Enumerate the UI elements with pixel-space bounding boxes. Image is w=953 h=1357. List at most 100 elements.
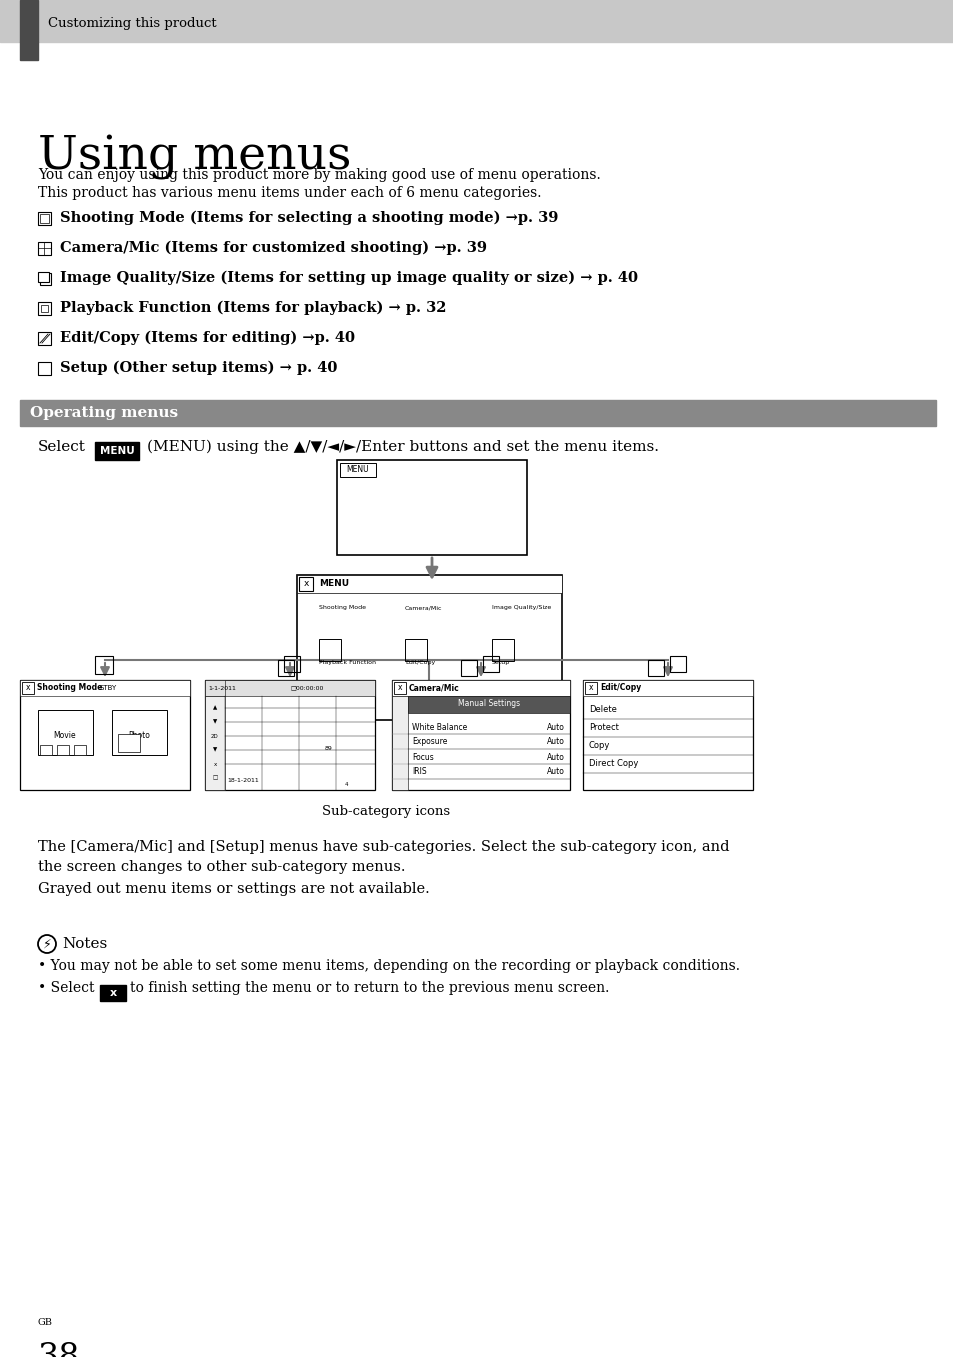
Text: Camera/Mic: Camera/Mic xyxy=(405,605,442,611)
Text: MENU: MENU xyxy=(346,465,369,475)
Text: • Select: • Select xyxy=(38,981,99,995)
Bar xyxy=(296,575,561,593)
Text: 4: 4 xyxy=(345,783,348,787)
Bar xyxy=(40,273,51,285)
Bar xyxy=(38,242,51,255)
Text: Manual Settings: Manual Settings xyxy=(457,699,519,708)
Text: Operating menus: Operating menus xyxy=(30,406,178,421)
Text: x: x xyxy=(588,684,593,692)
Text: x: x xyxy=(213,761,216,767)
Text: Direct Copy: Direct Copy xyxy=(588,760,638,768)
Text: ▼: ▼ xyxy=(213,719,217,725)
Bar xyxy=(336,460,526,555)
Bar xyxy=(394,683,406,693)
Text: Setup (Other setup items) → p. 40: Setup (Other setup items) → p. 40 xyxy=(60,361,337,375)
Bar xyxy=(647,660,663,676)
Bar xyxy=(460,660,476,676)
Text: Playback Function (Items for playback) → p. 32: Playback Function (Items for playback) →… xyxy=(60,301,446,315)
Bar xyxy=(40,214,49,223)
Bar xyxy=(22,683,34,693)
Bar xyxy=(41,305,48,312)
Bar xyxy=(205,680,375,696)
Bar xyxy=(318,639,340,661)
Text: • You may not be able to set some menu items, depending on the recording or play: • You may not be able to set some menu i… xyxy=(38,959,740,973)
Bar xyxy=(339,463,375,478)
Text: Shooting Mode: Shooting Mode xyxy=(318,605,366,611)
Text: x: x xyxy=(26,684,30,692)
Text: Edit/Copy: Edit/Copy xyxy=(599,684,640,692)
Text: White Balance: White Balance xyxy=(412,722,467,731)
Bar xyxy=(296,575,561,721)
Bar xyxy=(482,655,498,672)
Bar xyxy=(38,332,51,345)
Bar xyxy=(405,691,427,712)
Text: Copy: Copy xyxy=(588,741,610,750)
Bar xyxy=(38,303,51,315)
Text: Camera/Mic (Items for customized shooting) →p. 39: Camera/Mic (Items for customized shootin… xyxy=(60,240,486,255)
Text: the screen changes to other sub-category menus.: the screen changes to other sub-category… xyxy=(38,860,405,874)
Text: Camera/Mic: Camera/Mic xyxy=(409,684,459,692)
Text: Photo: Photo xyxy=(128,730,150,740)
Text: x: x xyxy=(303,579,309,589)
Bar xyxy=(38,271,49,282)
Bar xyxy=(100,985,126,1001)
Bar xyxy=(669,655,685,672)
Text: Grayed out menu items or settings are not available.: Grayed out menu items or settings are no… xyxy=(38,882,429,896)
Text: Image Quality/Size: Image Quality/Size xyxy=(492,605,551,611)
Bar xyxy=(20,680,190,790)
Text: This product has various menu items under each of 6 menu categories.: This product has various menu items unde… xyxy=(38,186,541,199)
Text: ▲: ▲ xyxy=(213,706,217,711)
Bar xyxy=(277,660,294,676)
Text: ▼: ▼ xyxy=(213,748,217,753)
Text: Delete: Delete xyxy=(588,706,617,715)
Bar xyxy=(95,442,139,460)
Text: Sub-category icons: Sub-category icons xyxy=(322,805,450,818)
Text: Auto: Auto xyxy=(547,737,564,746)
Bar xyxy=(74,745,86,754)
Bar xyxy=(318,691,340,712)
Bar xyxy=(582,680,752,696)
Bar xyxy=(205,696,225,790)
Bar xyxy=(205,680,225,696)
Text: Edit/Copy (Items for editing) →p. 40: Edit/Copy (Items for editing) →p. 40 xyxy=(60,331,355,345)
Bar xyxy=(205,680,375,790)
Bar xyxy=(112,710,167,754)
Text: to finish setting the menu or to return to the previous menu screen.: to finish setting the menu or to return … xyxy=(130,981,609,995)
Text: Using menus: Using menus xyxy=(38,134,351,180)
Text: Playback Function: Playback Function xyxy=(318,660,375,665)
Text: Auto: Auto xyxy=(547,768,564,776)
Text: Setup: Setup xyxy=(492,660,510,665)
Text: x: x xyxy=(110,988,116,997)
Text: (MENU) using the ▲/▼/◄/►/Enter buttons and set the menu items.: (MENU) using the ▲/▼/◄/►/Enter buttons a… xyxy=(147,440,659,455)
Text: Shooting Mode (Items for selecting a shooting mode) →p. 39: Shooting Mode (Items for selecting a sho… xyxy=(60,210,558,225)
Bar xyxy=(492,639,514,661)
Bar xyxy=(392,696,408,790)
Text: Edit/Copy: Edit/Copy xyxy=(405,660,435,665)
Bar xyxy=(582,680,752,790)
Text: 2D: 2D xyxy=(211,734,218,738)
Bar xyxy=(95,655,112,674)
Bar xyxy=(38,710,92,754)
Text: Shooting Mode: Shooting Mode xyxy=(37,684,102,692)
Text: x: x xyxy=(397,684,402,692)
Text: Protect: Protect xyxy=(588,723,618,733)
Text: 89: 89 xyxy=(325,746,333,750)
Text: Auto: Auto xyxy=(547,722,564,731)
Text: Movie: Movie xyxy=(53,730,76,740)
Text: Notes: Notes xyxy=(62,936,107,951)
Bar xyxy=(492,691,514,712)
Text: □00:00:00: □00:00:00 xyxy=(290,685,323,691)
Bar xyxy=(57,745,69,754)
Bar xyxy=(118,734,140,752)
Text: The [Camera/Mic] and [Setup] menus have sub-categories. Select the sub-category : The [Camera/Mic] and [Setup] menus have … xyxy=(38,840,729,854)
Text: MENU: MENU xyxy=(318,579,349,589)
Text: 1-1-2011: 1-1-2011 xyxy=(208,685,235,691)
Text: 18-1-2011: 18-1-2011 xyxy=(227,778,258,783)
Bar xyxy=(20,400,935,426)
Text: You can enjoy using this product more by making good use of menu operations.: You can enjoy using this product more by… xyxy=(38,168,600,182)
Text: Customizing this product: Customizing this product xyxy=(48,16,216,30)
Text: Focus: Focus xyxy=(412,753,434,761)
Text: Auto: Auto xyxy=(547,753,564,761)
Text: Select: Select xyxy=(38,440,86,455)
Bar xyxy=(0,0,953,42)
